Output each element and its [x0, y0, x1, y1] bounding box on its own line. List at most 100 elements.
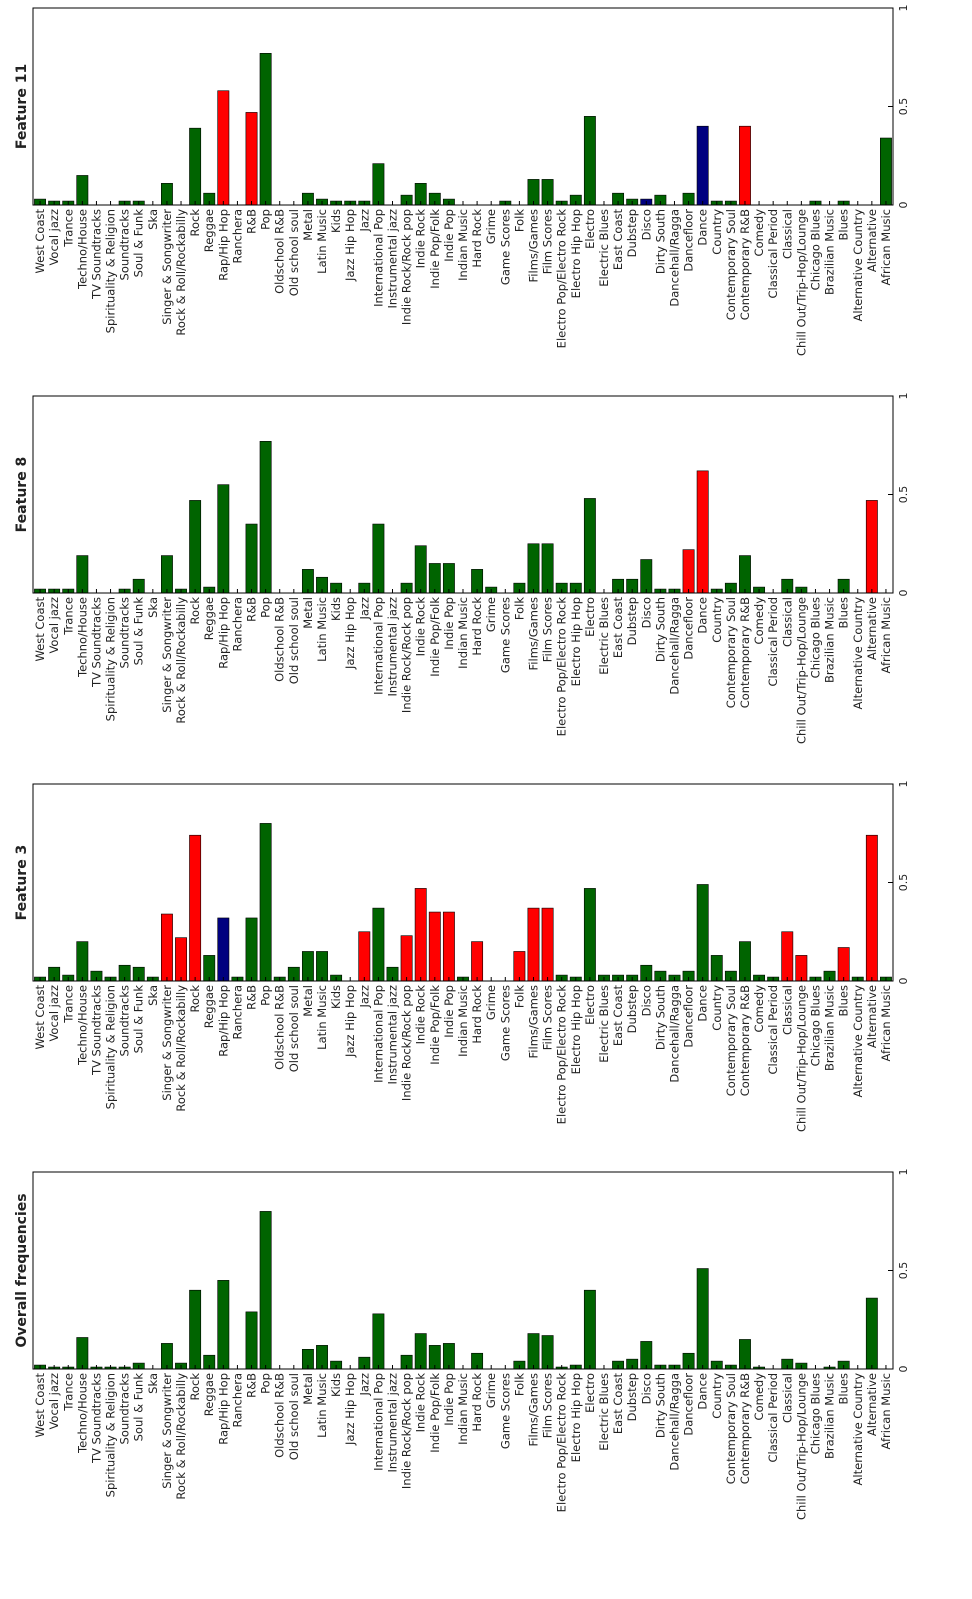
category-label: Techno/House [75, 597, 89, 678]
category-label: Instrumental jazz [386, 209, 400, 309]
category-label: Grime [484, 1373, 498, 1408]
chart-panel: 0 0.5 1 West Coast Vocal jazz Trance Techno/Ho… [14, 5, 910, 357]
category-label: Soul & Funk [132, 1373, 146, 1442]
category-label: Ska [146, 1373, 160, 1394]
category-label: Dubstep [625, 209, 639, 257]
category-label: Ranchera [230, 597, 244, 652]
category-label: Indie Rock/Rock pop [400, 597, 414, 713]
y-tick-label: 0 [897, 1366, 910, 1373]
category-label: Comedy [752, 597, 766, 645]
category-label: Classical Period [766, 209, 780, 299]
category-label: Country [710, 1373, 724, 1419]
category-label: Contemporary Soul [724, 1373, 738, 1484]
category-label: Electro Pop/Electro Rock [555, 597, 569, 737]
category-label: Indie Pop/Folk [428, 209, 442, 289]
bar [442, 911, 455, 982]
category-label: Indie Rock [414, 1373, 428, 1433]
category-label: Rock [188, 209, 202, 237]
category-label: Kids [329, 1373, 343, 1397]
category-label: TV Soundtracks [89, 209, 103, 300]
category-label: Pop [259, 985, 273, 1006]
category-label: West Coast [33, 1373, 47, 1438]
category-label: Soundtracks [118, 209, 132, 280]
category-label: Trance [61, 985, 75, 1024]
category-label: Dirty South [653, 985, 667, 1050]
category-label: Dance [696, 985, 710, 1022]
bar [696, 125, 709, 206]
category-label: Disco [639, 1373, 653, 1404]
category-label: Dancehall/Ragga [667, 1373, 681, 1471]
category-label: Classical [780, 1373, 794, 1423]
bar [428, 563, 441, 594]
category-label: Kids [329, 985, 343, 1009]
y-tick-label: 0.5 [897, 874, 910, 892]
category-label: Comedy [752, 209, 766, 257]
category-label: TV Soundtracks [89, 1373, 103, 1464]
category-label: Contemporary R&B [738, 985, 752, 1096]
category-label: Ska [146, 985, 160, 1006]
category-label: Indie Pop/Folk [428, 597, 442, 677]
category-label: Electric Blues [597, 209, 611, 287]
category-label: Disco [639, 209, 653, 240]
category-label: Dance [696, 597, 710, 634]
bar [245, 1311, 258, 1370]
category-label: Indian Music [456, 597, 470, 669]
category-label: Pop [259, 1373, 273, 1394]
category-label: R&B [245, 985, 259, 1010]
category-label: Soundtracks [118, 985, 132, 1056]
category-label: Electro Hip Hop [569, 209, 583, 298]
category-label: International Pop [371, 209, 385, 307]
category-label: Rap/Hip Hop [216, 985, 230, 1057]
bar [414, 545, 427, 594]
panel-title: Feature 3 [14, 845, 30, 921]
category-label: Jazz [357, 209, 371, 233]
category-label: Dubstep [625, 1373, 639, 1421]
category-label: Old school soul [287, 209, 301, 296]
category-label: Rap/Hip Hop [216, 1373, 230, 1445]
category-label: Alternative Country [851, 209, 865, 322]
bar [837, 947, 850, 982]
category-label: Soul & Funk [132, 985, 146, 1054]
category-label: Dancehall/Ragga [667, 985, 681, 1083]
category-label: Indie Pop [442, 597, 456, 650]
category-label: Electro Pop/Electro Rock [555, 985, 569, 1125]
category-label: Brazilian Music [823, 985, 837, 1071]
category-label: Dancefloor [682, 1373, 696, 1436]
category-label: Electro Hip Hop [569, 985, 583, 1074]
category-label: Oldschool R&B [273, 1373, 287, 1458]
category-label: Electro Pop/Electro Rock [555, 209, 569, 349]
category-label: Rock [188, 985, 202, 1013]
category-label: Alternative [865, 209, 879, 272]
category-label: Indie Rock/Rock pop [400, 1373, 414, 1489]
category-label: TV Soundtracks [89, 985, 103, 1076]
bar [259, 823, 272, 982]
bar [175, 937, 187, 982]
category-label: Indian Music [456, 985, 470, 1057]
bar [541, 1335, 554, 1370]
category-label: African Music [879, 985, 893, 1061]
category-label: Hard Rock [470, 209, 484, 268]
category-label: Singer & Songwriter [160, 209, 174, 325]
category-label: Brazilian Music [823, 597, 837, 683]
category-label: Grime [484, 985, 498, 1020]
category-label: Country [710, 985, 724, 1031]
category-label: Indie Rock/Rock pop [400, 209, 414, 325]
y-tick-label: 0.5 [897, 98, 910, 116]
bar [414, 1333, 427, 1370]
category-label: Rap/Hip Hop [216, 597, 230, 669]
category-label: Indie Pop/Folk [428, 985, 442, 1065]
category-label: Game Scores [498, 597, 512, 673]
category-label: Techno/House [75, 985, 89, 1066]
category-label: West Coast [33, 209, 47, 274]
bar [189, 834, 202, 982]
category-label: Jazz Hip Hop [343, 597, 357, 670]
chart-panel: 0 0.5 1 West Coast Vocal jazz Trance Techno/Ho… [14, 393, 910, 745]
bar [527, 543, 540, 594]
bar [358, 931, 371, 982]
bar [583, 116, 596, 206]
category-label: Films/Games [526, 597, 540, 670]
category-label: Folk [512, 597, 526, 620]
bar [739, 1339, 751, 1370]
category-label: Rock & Roll/Rockabilly [174, 597, 188, 724]
